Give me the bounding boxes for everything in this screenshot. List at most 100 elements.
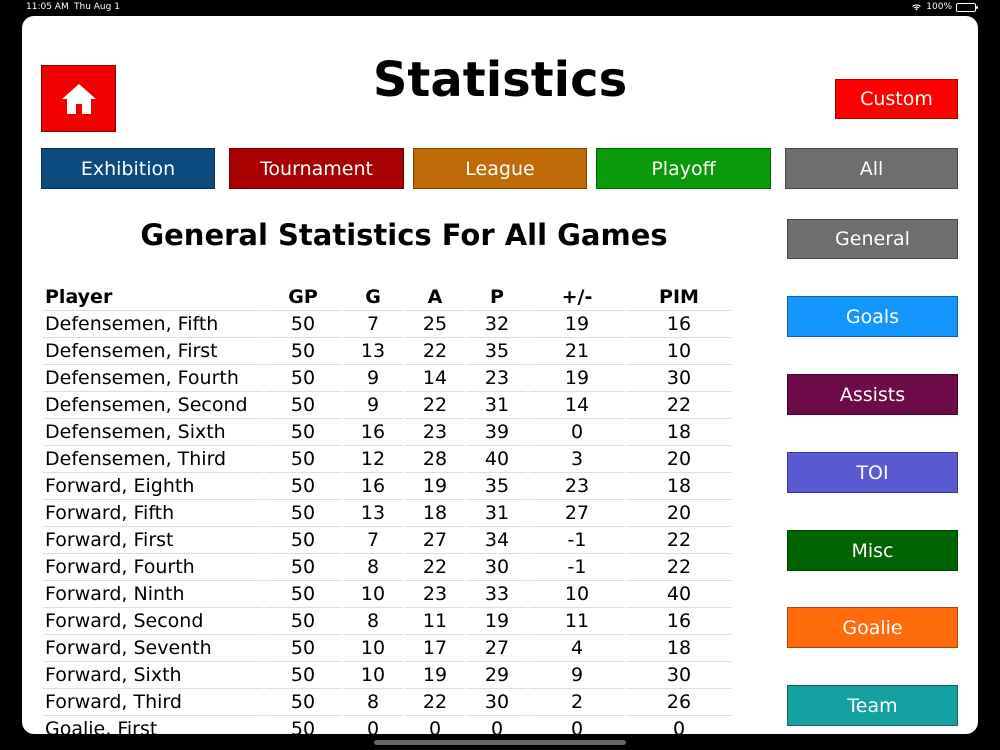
player-name-cell: Defensemen, Fourth: [43, 365, 263, 392]
stat-cell: 21: [529, 338, 625, 365]
player-name-cell: Forward, Fifth: [43, 500, 263, 527]
stat-cell: 50: [265, 554, 341, 581]
stat-cell: 50: [265, 581, 341, 608]
stat-cell: 4: [529, 635, 625, 662]
tournament-button[interactable]: Tournament: [229, 148, 404, 189]
assists-button[interactable]: Assists: [787, 374, 958, 415]
team-button[interactable]: Team: [787, 685, 958, 726]
stat-cell: 28: [405, 446, 465, 473]
stat-cell: 22: [627, 392, 731, 419]
stat-cell: 31: [467, 392, 527, 419]
stat-cell: 35: [467, 473, 527, 500]
table-row[interactable]: Forward, First 50 7 27 34 -1 22: [43, 527, 731, 554]
stat-cell: 11: [529, 608, 625, 635]
stat-cell: 8: [343, 689, 403, 716]
stat-cell: 10: [343, 662, 403, 689]
wifi-icon: [912, 4, 922, 11]
column-header-a[interactable]: A: [405, 284, 465, 311]
player-name-cell: Forward, Third: [43, 689, 263, 716]
stat-cell: 30: [627, 662, 731, 689]
general-button[interactable]: General: [787, 219, 958, 259]
stat-cell: 10: [627, 338, 731, 365]
column-header-plus-minus[interactable]: +/-: [529, 284, 625, 311]
table-row[interactable]: Forward, Second 50 8 11 19 11 16: [43, 608, 731, 635]
player-name-cell: Forward, Sixth: [43, 662, 263, 689]
stat-cell: 9: [343, 392, 403, 419]
goalie-button[interactable]: Goalie: [787, 607, 958, 648]
app-screen: Statistics Custom Exhibition Tournament …: [22, 16, 978, 734]
table-row[interactable]: Forward, Ninth 50 10 23 33 10 40: [43, 581, 731, 608]
table-row[interactable]: Forward, Third 50 8 22 30 2 26: [43, 689, 731, 716]
stat-cell: 50: [265, 365, 341, 392]
toi-button[interactable]: TOI: [787, 452, 958, 493]
stat-cell: 19: [405, 473, 465, 500]
stat-cell: 22: [627, 554, 731, 581]
table-row[interactable]: Forward, Eighth 50 16 19 35 23 18: [43, 473, 731, 500]
stat-cell: 19: [467, 608, 527, 635]
exhibition-button[interactable]: Exhibition: [41, 148, 215, 189]
column-header-p[interactable]: P: [467, 284, 527, 311]
goals-button[interactable]: Goals: [787, 296, 958, 337]
stat-cell: 0: [467, 716, 527, 734]
stat-cell: 23: [467, 365, 527, 392]
stat-cell: 16: [627, 608, 731, 635]
table-row[interactable]: Forward, Seventh 50 10 17 27 4 18: [43, 635, 731, 662]
stat-cell: 13: [343, 500, 403, 527]
stat-cell: 0: [529, 419, 625, 446]
column-header-pim[interactable]: PIM: [627, 284, 731, 311]
stat-cell: 7: [343, 311, 403, 338]
stat-cell: 27: [467, 635, 527, 662]
stat-cell: 9: [529, 662, 625, 689]
stat-cell: 39: [467, 419, 527, 446]
table-row[interactable]: Forward, Fifth 50 13 18 31 27 20: [43, 500, 731, 527]
table-row[interactable]: Forward, Sixth 50 10 19 29 9 30: [43, 662, 731, 689]
page-title: Statistics: [372, 52, 628, 108]
status-time: 11:05 AM: [26, 2, 69, 12]
stats-table-body: Defensemen, Fifth 50 7 25 32 19 16 Defensemen, …: [43, 311, 731, 734]
player-name-cell: Defensemen, Sixth: [43, 419, 263, 446]
stat-cell: 27: [405, 527, 465, 554]
table-row[interactable]: Defensemen, Second 50 9 22 31 14 22: [43, 392, 731, 419]
stat-cell: 10: [343, 635, 403, 662]
stat-cell: 20: [627, 446, 731, 473]
table-row[interactable]: Defensemen, Fourth 50 9 14 23 19 30: [43, 365, 731, 392]
stat-cell: 17: [405, 635, 465, 662]
stat-cell: 50: [265, 473, 341, 500]
column-header-g[interactable]: G: [343, 284, 403, 311]
stat-cell: 26: [627, 689, 731, 716]
custom-button[interactable]: Custom: [835, 79, 958, 119]
player-name-cell: Defensemen, Fifth: [43, 311, 263, 338]
stat-cell: 50: [265, 419, 341, 446]
league-button[interactable]: League: [413, 148, 587, 189]
stat-cell: 30: [467, 554, 527, 581]
all-button[interactable]: All: [785, 148, 958, 189]
stat-cell: 10: [343, 581, 403, 608]
table-row[interactable]: Defensemen, First 50 13 22 35 21 10: [43, 338, 731, 365]
stat-cell: 22: [405, 392, 465, 419]
stat-cell: 32: [467, 311, 527, 338]
stat-cell: 11: [405, 608, 465, 635]
playoff-button[interactable]: Playoff: [596, 148, 771, 189]
column-header-player[interactable]: Player: [43, 284, 263, 311]
table-row[interactable]: Defensemen, Third 50 12 28 40 3 20: [43, 446, 731, 473]
player-name-cell: Forward, Fourth: [43, 554, 263, 581]
home-button[interactable]: [41, 65, 116, 132]
player-name-cell: Defensemen, Second: [43, 392, 263, 419]
table-row[interactable]: Defensemen, Sixth 50 16 23 39 0 18: [43, 419, 731, 446]
player-name-cell: Forward, Second: [43, 608, 263, 635]
table-row[interactable]: Goalie, First 50 0 0 0 0 0: [43, 716, 731, 734]
misc-button[interactable]: Misc: [787, 530, 958, 571]
stat-cell: 8: [343, 608, 403, 635]
stat-cell: 50: [265, 338, 341, 365]
battery-percent: 100%: [926, 2, 952, 12]
house-icon: [61, 83, 96, 114]
table-row[interactable]: Defensemen, Fifth 50 7 25 32 19 16: [43, 311, 731, 338]
stat-cell: 50: [265, 500, 341, 527]
stat-cell: 16: [627, 311, 731, 338]
stat-cell: 33: [467, 581, 527, 608]
stat-cell: 27: [529, 500, 625, 527]
column-header-gp[interactable]: GP: [265, 284, 341, 311]
stat-cell: 50: [265, 446, 341, 473]
stat-cell: 19: [405, 662, 465, 689]
table-row[interactable]: Forward, Fourth 50 8 22 30 -1 22: [43, 554, 731, 581]
